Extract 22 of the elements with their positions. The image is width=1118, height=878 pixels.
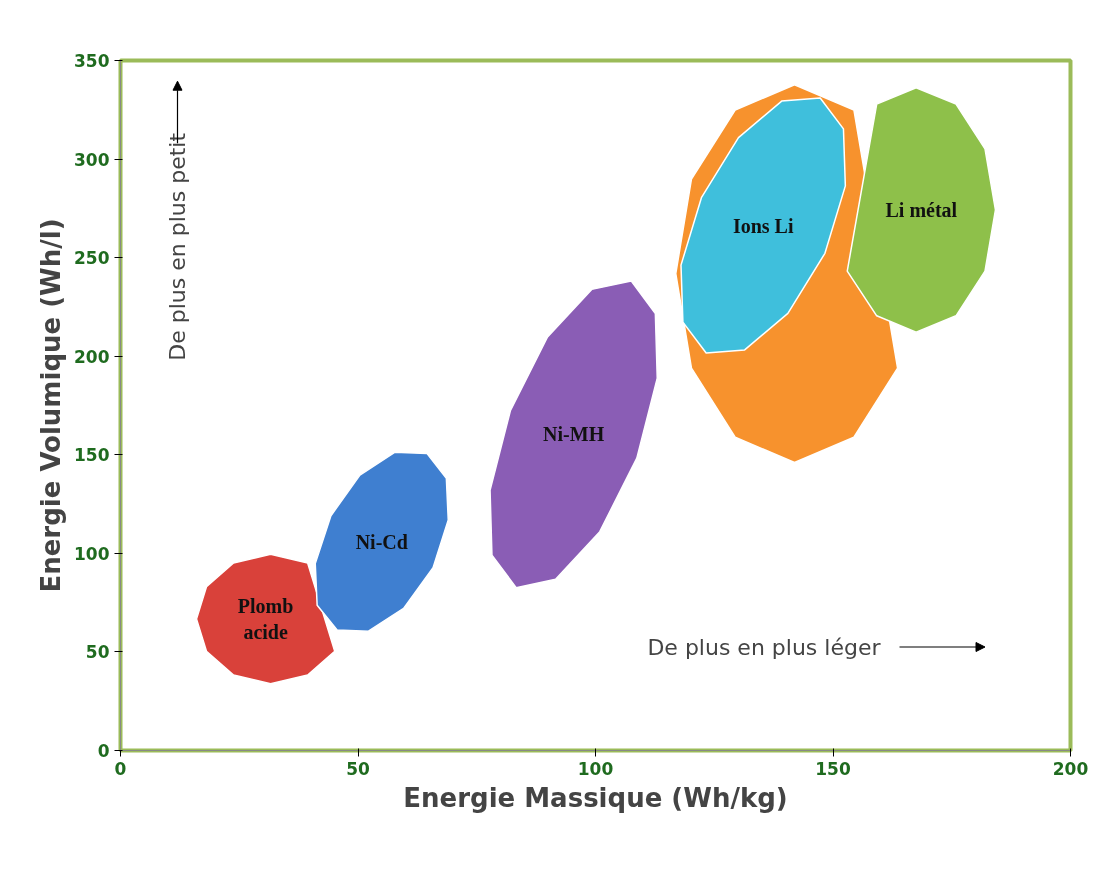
x-axis-title: Energie Massique (Wh/kg) xyxy=(403,782,788,813)
y-tick-label: 200 xyxy=(74,346,110,367)
annotation: De plus en plus léger xyxy=(647,634,882,660)
y-tick-label: 350 xyxy=(74,51,110,71)
x-tick-label: 150 xyxy=(815,758,851,779)
x-tick-label: 50 xyxy=(346,758,370,779)
series-label: Li métal xyxy=(885,198,958,221)
y-tick-label: 250 xyxy=(74,248,110,269)
y-tick-label: 0 xyxy=(97,741,110,761)
series-label: Ni-MH xyxy=(543,423,605,446)
y-tick-label: 150 xyxy=(74,445,110,466)
series-label: Plomb acide xyxy=(237,594,294,644)
x-tick-label: 200 xyxy=(1052,758,1089,779)
series-label: Ions Li xyxy=(732,214,794,237)
x-tick-label: 100 xyxy=(577,758,614,779)
y-axis-title: Energie Volumique (Wh/l) xyxy=(36,218,67,593)
series-label: Ni-Cd xyxy=(355,530,408,553)
annotation: De plus en plus petit xyxy=(165,132,190,361)
y-tick-label: 100 xyxy=(74,543,110,564)
x-tick-label: 0 xyxy=(114,758,127,779)
y-tick-label: 300 xyxy=(74,149,110,170)
y-tick-label: 50 xyxy=(85,642,110,663)
